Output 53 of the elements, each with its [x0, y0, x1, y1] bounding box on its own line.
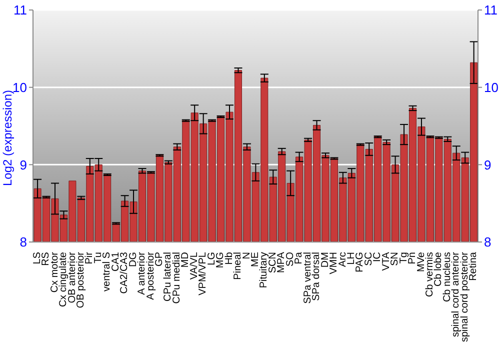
x-tick-label: IC	[372, 252, 384, 262]
x-tick-label: SC	[363, 252, 374, 266]
x-tick-label: SO	[284, 252, 296, 266]
x-tick-label: spinal cord posterior	[459, 251, 470, 342]
x-tick-label: CPu medial	[171, 252, 182, 304]
x-tick-label: VMH	[328, 252, 340, 274]
x-tick-label: OB anterior	[66, 251, 78, 304]
x-tick-label: Tu	[92, 252, 104, 264]
x-tick-label: Retina	[468, 252, 480, 281]
x-tick-label: Cx cingulate	[58, 252, 70, 308]
x-tick-label: VA/VL	[188, 252, 200, 280]
x-tick-label: MPA	[276, 252, 288, 273]
x-tick-label: A anterior	[136, 251, 148, 295]
x-tick-label: Pn	[407, 252, 418, 264]
x-tick-label: Hb	[224, 252, 235, 265]
x-tick-label: A posterior	[145, 251, 156, 300]
x-tick-label: LG	[206, 252, 218, 266]
x-tick-label: DM	[320, 252, 331, 268]
x-tick-label: spinal cord anterior	[450, 251, 462, 338]
y-tick-label: 9	[20, 157, 27, 172]
x-tick-label: PAG	[354, 252, 366, 272]
x-tick-label: Pituitary	[258, 252, 270, 288]
x-tick-label: Tg	[398, 252, 410, 264]
x-tick-label: RS	[40, 252, 52, 266]
x-tick-label: Cb lobe	[433, 252, 444, 286]
y2-tick-label: 9	[484, 157, 492, 172]
x-tick-label: SN	[390, 252, 401, 266]
x-tick-label: LH	[346, 252, 357, 265]
x-tick-label: LS	[32, 252, 43, 264]
x-tick-label: VTA	[380, 252, 392, 271]
y-axis-title: Log2 (expression)	[0, 90, 14, 186]
x-tick-label: Pa	[294, 252, 305, 264]
x-tick-label: Pineal	[232, 252, 244, 280]
y-tick-label: 8	[20, 234, 27, 250]
y-tick-label: 10	[12, 80, 27, 95]
x-tick-label: DG	[128, 252, 139, 267]
x-tick-label: CA2/CA3	[119, 252, 130, 294]
x-tick-label: ventral S	[102, 252, 113, 292]
y-tick-label: 11	[14, 2, 27, 18]
x-tick-label: SPa dorsal	[311, 252, 322, 301]
x-tick-label: Arc	[337, 252, 348, 267]
x-tick-label: VPM/VPL	[198, 252, 209, 296]
x-tick-label: N	[241, 252, 252, 260]
x-tick-label: CA1	[110, 252, 122, 272]
y2-tick-label: 8	[484, 234, 492, 250]
y2-tick-label: 11	[484, 2, 498, 18]
x-tick-label: Cb nucleus	[442, 252, 453, 302]
x-tick-label: MVe	[416, 252, 427, 272]
x-tick-label: Pir	[84, 251, 96, 264]
x-tick-label: ME	[250, 252, 261, 267]
y2-tick-label: 10	[484, 80, 498, 95]
x-tick-label: SCN	[267, 252, 278, 274]
x-tick-label: OB posterior	[75, 251, 86, 308]
